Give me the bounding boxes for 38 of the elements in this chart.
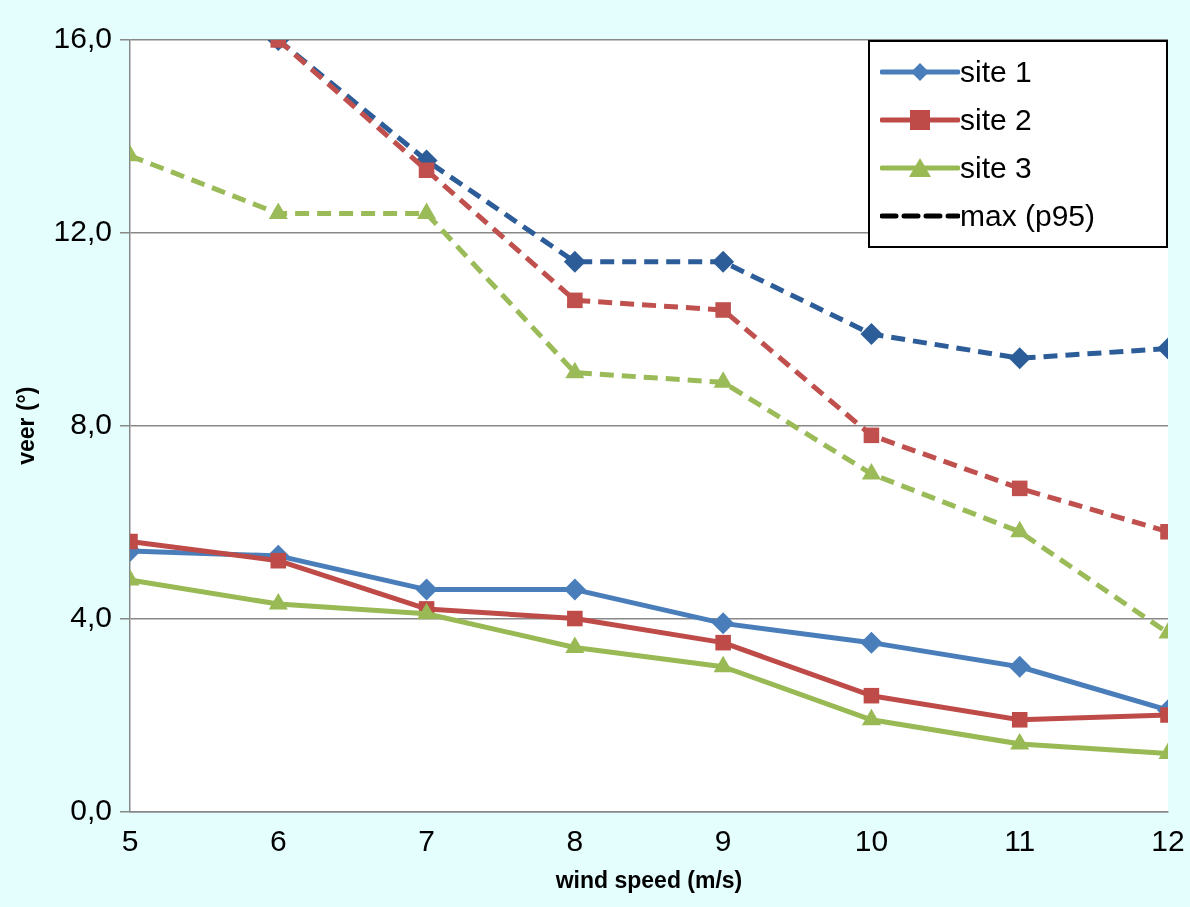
y-tick-label: 8,0	[70, 406, 112, 440]
point	[860, 323, 883, 346]
point	[567, 292, 583, 309]
point	[418, 162, 435, 178]
y-tick-label: 16,0	[53, 21, 112, 55]
x-tick-label: 12	[1151, 823, 1185, 857]
point	[1008, 347, 1031, 370]
legend-label: site 1	[960, 55, 1032, 89]
y-axis-title: veer (°)	[13, 386, 40, 465]
point	[715, 302, 731, 318]
point	[715, 634, 731, 651]
y-tick-label: 0,0	[70, 792, 112, 826]
x-axis-title: wind speed (m/s)	[554, 866, 743, 893]
point	[863, 427, 880, 444]
y-tick-label: 12,0	[53, 214, 112, 248]
x-tick-label: 8	[566, 823, 584, 857]
point	[712, 250, 735, 273]
x-tick-label: 6	[269, 823, 287, 857]
point	[860, 631, 883, 654]
point	[567, 610, 583, 627]
point	[863, 687, 880, 704]
point	[563, 578, 586, 601]
point	[1011, 712, 1028, 728]
x-tick-label: 5	[121, 823, 139, 857]
x-tick-label: 9	[714, 823, 732, 857]
x-tick-label: 10	[854, 823, 889, 857]
point	[270, 552, 287, 569]
x-tick-label: 7	[418, 823, 435, 857]
point	[415, 578, 438, 601]
x-tick-label: 11	[1004, 823, 1036, 857]
y-tick-label: 4,0	[70, 599, 112, 633]
point	[1011, 480, 1028, 497]
legend-label: site 2	[960, 103, 1032, 137]
legend-label: max (p95)	[960, 199, 1096, 233]
legend-label: site 3	[960, 151, 1032, 185]
point	[1008, 655, 1031, 678]
point	[563, 250, 586, 273]
point	[712, 612, 735, 635]
